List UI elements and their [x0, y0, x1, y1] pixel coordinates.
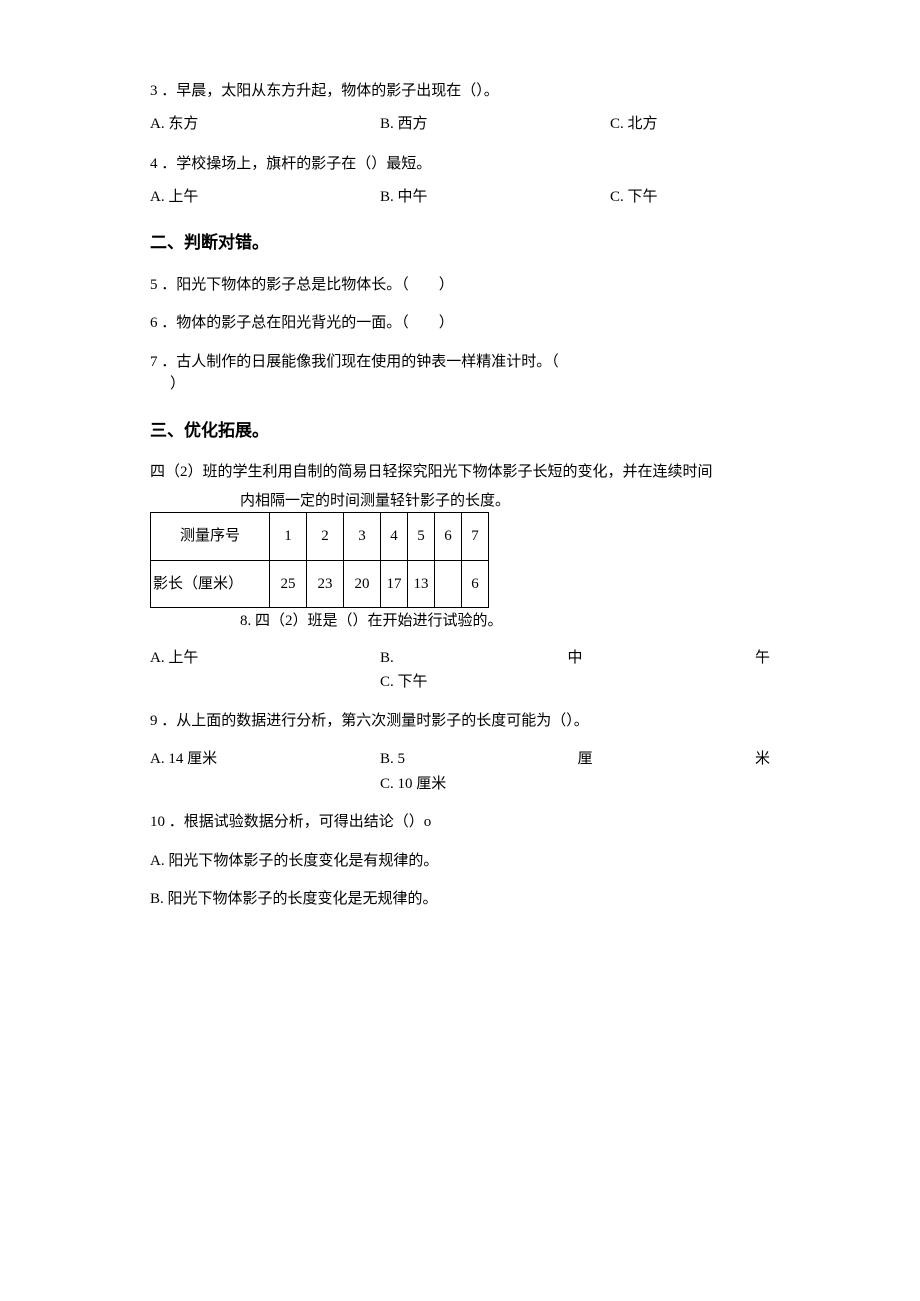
section3-intro: 四（2）班的学生利用自制的简易日轻探究阳光下物体影子长短的变化，并在连续时间 — [150, 461, 770, 484]
q10-option-b: B. 阳光下物体影子的长度变化是无规律的。 — [150, 888, 770, 911]
q5-stem: 5 ．阳光下物体的影子总是比物体长。（ ） — [150, 274, 770, 297]
q9-num: 9 — [150, 713, 158, 729]
row1-c3: 3 — [344, 513, 381, 561]
row1-label: 测量序号 — [151, 513, 270, 561]
q7-close: ） — [150, 373, 770, 396]
q9-text: ．从上面的数据进行分析，第六次测量时影子的长度可能为（）。 — [161, 713, 589, 729]
row2-c2: 23 — [307, 560, 344, 608]
row2-c7: 6 — [462, 560, 489, 608]
shadow-table: 测量序号 1 2 3 4 5 6 7 影长（厘米） 25 23 20 17 13… — [150, 512, 489, 608]
row2-c5: 13 — [408, 560, 435, 608]
row1-c4: 4 — [381, 513, 408, 561]
q7-num: 7 — [150, 354, 158, 370]
q9-options-line1: A. 14 厘米 B. 5 厘 米 — [150, 748, 770, 771]
q10-stem: 10 ．根据试验数据分析，可得出结论（）o — [150, 811, 770, 834]
q5-num: 5 — [150, 277, 158, 293]
q7-stem: 7 ．古人制作的日展能像我们现在使用的钟表一样精准计时。（ ） — [150, 351, 770, 396]
q8-options-line1: A. 上午 B. 中 午 — [150, 647, 770, 670]
q8-option-b-prefix: B. — [380, 647, 420, 670]
q4-option-b: B. 中午 — [380, 186, 610, 209]
q6-stem: 6 ．物体的影子总在阳光背光的一面。（ ） — [150, 312, 770, 335]
q4-text: ．学校操场上，旗杆的影子在（）最短。 — [161, 156, 431, 172]
q4-option-a: A. 上午 — [150, 186, 380, 209]
q8-option-c: C. 下午 — [150, 671, 770, 694]
q8-option-b-mid: 中 — [420, 647, 730, 670]
row2-c1: 25 — [270, 560, 307, 608]
q7-text: ．古人制作的日展能像我们现在使用的钟表一样精准计时。（ — [161, 354, 559, 370]
q3-option-a: A. 东方 — [150, 113, 380, 136]
q9-option-b-mid: 厘 — [440, 748, 730, 771]
q3-option-b: B. 西方 — [380, 113, 610, 136]
section2-heading: 二、判断对错。 — [150, 230, 770, 256]
row1-c2: 2 — [307, 513, 344, 561]
q4-stem: 4 ．学校操场上，旗杆的影子在（）最短。 — [150, 153, 770, 176]
table-caption: 内相隔一定的时间测量轻针影子的长度。 — [150, 490, 770, 513]
q10-option-a: A. 阳光下物体影子的长度变化是有规律的。 — [150, 850, 770, 873]
page-content: 3 ．早晨，太阳从东方升起，物体的影子出现在（）。 A. 东方 B. 西方 C.… — [0, 0, 920, 911]
row1-c7: 7 — [462, 513, 489, 561]
q3-num: 3 — [150, 83, 158, 99]
table-row: 影长（厘米） 25 23 20 17 13 6 — [151, 560, 489, 608]
q3-stem: 3 ．早晨，太阳从东方升起，物体的影子出现在（）。 — [150, 80, 770, 103]
q9-option-b-prefix: B. 5 — [380, 748, 440, 771]
q6-text: ．物体的影子总在阳光背光的一面。（ ） — [161, 315, 454, 331]
row2-c6 — [435, 560, 462, 608]
q6-num: 6 — [150, 315, 158, 331]
q3-text: ．早晨，太阳从东方升起，物体的影子出现在（）。 — [161, 83, 499, 99]
q4-options: A. 上午 B. 中午 C. 下午 — [150, 186, 770, 209]
table-row: 测量序号 1 2 3 4 5 6 7 — [151, 513, 489, 561]
row2-c3: 20 — [344, 560, 381, 608]
q8-option-b-end: 午 — [730, 647, 770, 670]
section3-heading: 三、优化拓展。 — [150, 418, 770, 444]
q5-text: ．阳光下物体的影子总是比物体长。（ ） — [161, 277, 454, 293]
q9-option-b-end: 米 — [730, 748, 770, 771]
q10-text: ．根据试验数据分析，可得出结论（）o — [169, 814, 432, 830]
q8-stem: 8. 四（2）班是（）在开始进行试验的。 — [150, 610, 770, 633]
q9-option-c: C. 10 厘米 — [150, 773, 770, 796]
q9-option-a: A. 14 厘米 — [150, 748, 380, 771]
q10-num: 10 — [150, 814, 165, 830]
row1-c5: 5 — [408, 513, 435, 561]
row2-label: 影长（厘米） — [151, 560, 270, 608]
row1-c6: 6 — [435, 513, 462, 561]
q4-option-c: C. 下午 — [610, 186, 770, 209]
row2-c4: 17 — [381, 560, 408, 608]
row1-c1: 1 — [270, 513, 307, 561]
q3-option-c: C. 北方 — [610, 113, 770, 136]
q8-option-a: A. 上午 — [150, 647, 380, 670]
q4-num: 4 — [150, 156, 158, 172]
q9-stem: 9 ．从上面的数据进行分析，第六次测量时影子的长度可能为（）。 — [150, 710, 770, 733]
q3-options: A. 东方 B. 西方 C. 北方 — [150, 113, 770, 136]
